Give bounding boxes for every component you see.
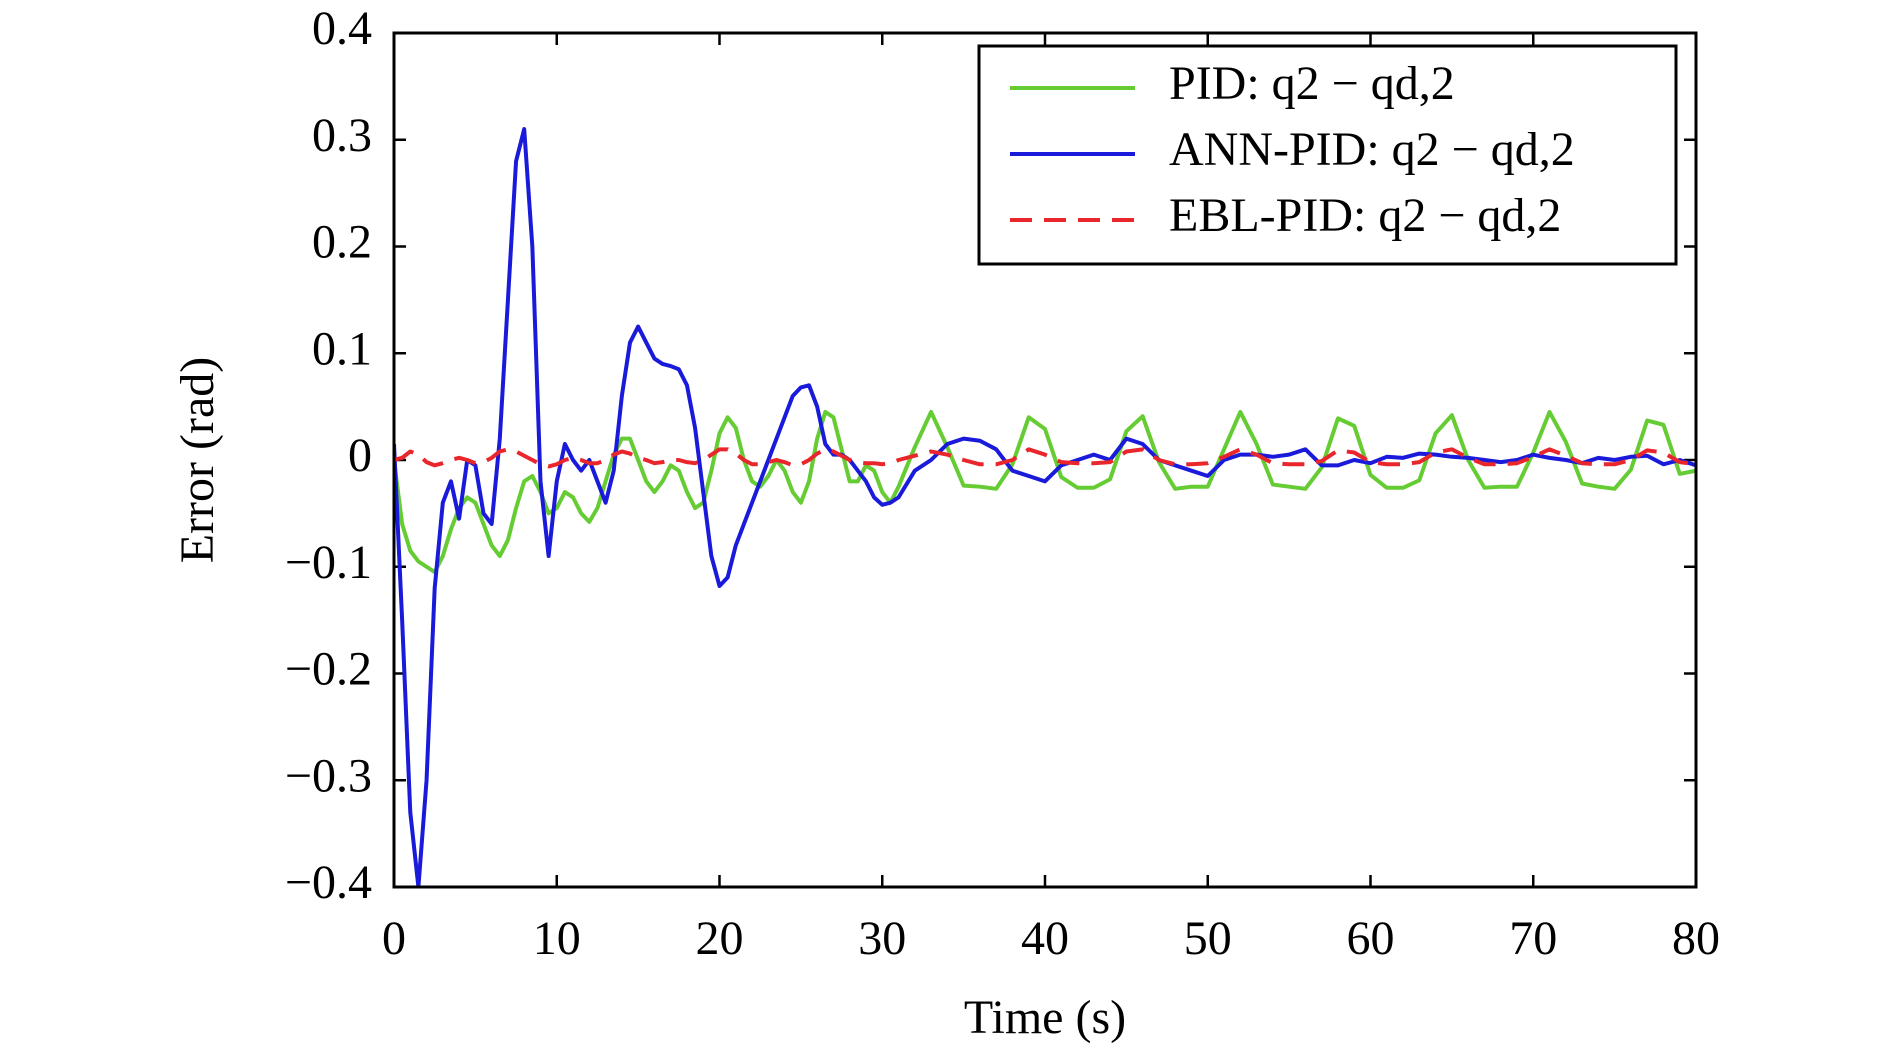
x-tick-label: 10 bbox=[533, 912, 581, 965]
x-tick-label: 20 bbox=[696, 912, 744, 965]
y-tick-label: −0.4 bbox=[285, 856, 372, 909]
y-tick-label: 0.2 bbox=[312, 216, 372, 269]
x-tick-label: 40 bbox=[1021, 912, 1069, 965]
x-tick-label: 30 bbox=[858, 912, 906, 965]
x-tick-label: 80 bbox=[1672, 912, 1720, 965]
legend-label: EBL-PID: q2 − qd,2 bbox=[1169, 189, 1561, 242]
y-tick-label: 0.1 bbox=[312, 322, 372, 375]
x-tick-label: 50 bbox=[1184, 912, 1232, 965]
legend-label: PID: q2 − qd,2 bbox=[1169, 57, 1455, 110]
x-tick-label: 0 bbox=[382, 912, 406, 965]
x-axis-label: Time (s) bbox=[964, 991, 1126, 1044]
y-tick-label: 0.4 bbox=[312, 2, 372, 55]
y-tick-label: −0.3 bbox=[285, 749, 372, 802]
legend-label: ANN-PID: q2 − qd,2 bbox=[1169, 123, 1575, 176]
series-line bbox=[394, 447, 1696, 469]
x-tick-label: 70 bbox=[1509, 912, 1557, 965]
y-tick-label: −0.1 bbox=[285, 536, 372, 589]
y-tick-label: 0.3 bbox=[312, 109, 372, 162]
y-tick-label: −0.2 bbox=[285, 643, 372, 696]
y-tick-label: 0 bbox=[348, 429, 372, 482]
plot-frame bbox=[392, 31, 1698, 889]
y-axis-label: Error (rad) bbox=[171, 357, 224, 564]
series-line bbox=[394, 409, 1696, 575]
x-tick-label: 60 bbox=[1347, 912, 1395, 965]
